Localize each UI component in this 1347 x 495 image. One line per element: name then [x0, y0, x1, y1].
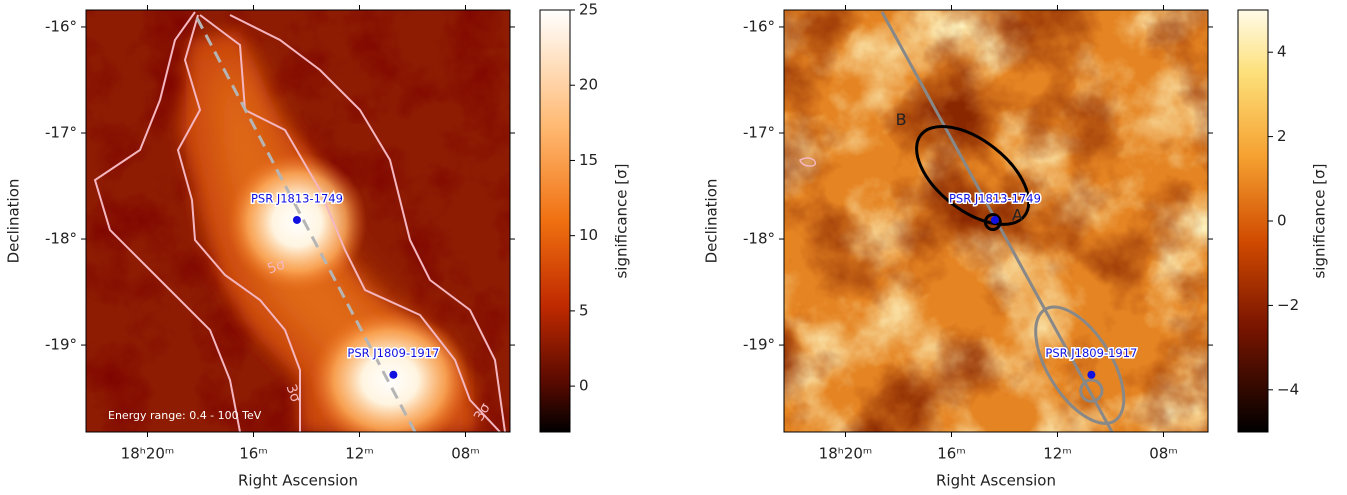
x-tick-label: 12ᵐ [1043, 445, 1071, 463]
colorbar-tick-label: 15 [579, 151, 598, 169]
y-tick-label: -18° [45, 230, 77, 248]
colorbar-tick-label: 20 [579, 76, 598, 94]
source-label: A [1012, 206, 1023, 225]
plot-frame [783, 9, 1209, 433]
x-tick-label: 16ᵐ [937, 445, 965, 463]
contour-label: 5σ [265, 256, 287, 277]
y-tick-label: -18° [743, 230, 775, 248]
colorbar-label: significance [σ] [1311, 163, 1329, 278]
colorbar-tick-label: 0 [1277, 212, 1287, 230]
source-label: B [896, 110, 907, 129]
pulsar-label: PSR J1813-1749 [251, 191, 343, 205]
colorbar-tick-label: −4 [1277, 380, 1299, 398]
y-axis-label: Declination [5, 179, 23, 264]
colorbar-label: significance [σ] [613, 163, 631, 278]
source-ellipse [1079, 378, 1104, 403]
y-tick-label: -16° [743, 17, 775, 35]
colorbar [1237, 9, 1269, 433]
colorbar-tick-label: −2 [1277, 296, 1299, 314]
colorbar-tick-label: 5 [579, 301, 589, 319]
colorbar-tick-label: 25 [579, 1, 598, 19]
pulsar-label: PSR J1809-1917 [347, 346, 439, 360]
pulsar-marker [1087, 370, 1096, 379]
colorbar-tick-label: 4 [1277, 43, 1287, 61]
pulsar-marker [990, 215, 999, 224]
plot-frame [85, 9, 511, 433]
x-tick-label: 16ᵐ [239, 445, 267, 463]
colorbar [539, 9, 571, 433]
x-axis-label: Right Ascension [936, 472, 1056, 490]
x-tick-label: 08ᵐ [1149, 445, 1177, 463]
source-ellipse [915, 124, 1031, 226]
annotation: Energy range: 0.4 - 100 TeV [108, 409, 262, 422]
y-tick-label: -19° [743, 336, 775, 354]
colorbar-tick-label: 0 [579, 377, 589, 395]
contour-label: 3σ [471, 400, 494, 424]
pulsar-label: PSR J1809-1917 [1045, 346, 1137, 360]
source-ellipse [1034, 305, 1126, 425]
x-tick-label: 08ᵐ [451, 445, 479, 463]
y-tick-label: -17° [743, 123, 775, 141]
contour-label: 3σ [282, 382, 303, 404]
x-tick-label: 18ʰ20ᵐ [819, 445, 873, 463]
pulsar-label: PSR J1813-1749 [949, 191, 1041, 205]
x-tick-label: 18ʰ20ᵐ [121, 445, 175, 463]
colorbar-tick-label: 2 [1277, 127, 1287, 145]
x-tick-label: 12ᵐ [345, 445, 373, 463]
source-ellipse [983, 213, 1002, 231]
x-axis-label: Right Ascension [238, 472, 358, 490]
y-tick-label: -17° [45, 123, 77, 141]
y-tick-label: -16° [45, 17, 77, 35]
y-axis-label: Declination [703, 179, 721, 264]
y-tick-label: -19° [45, 336, 77, 354]
pulsar-marker [292, 215, 301, 224]
colorbar-tick-label: 10 [579, 226, 598, 244]
pulsar-marker [389, 370, 398, 379]
